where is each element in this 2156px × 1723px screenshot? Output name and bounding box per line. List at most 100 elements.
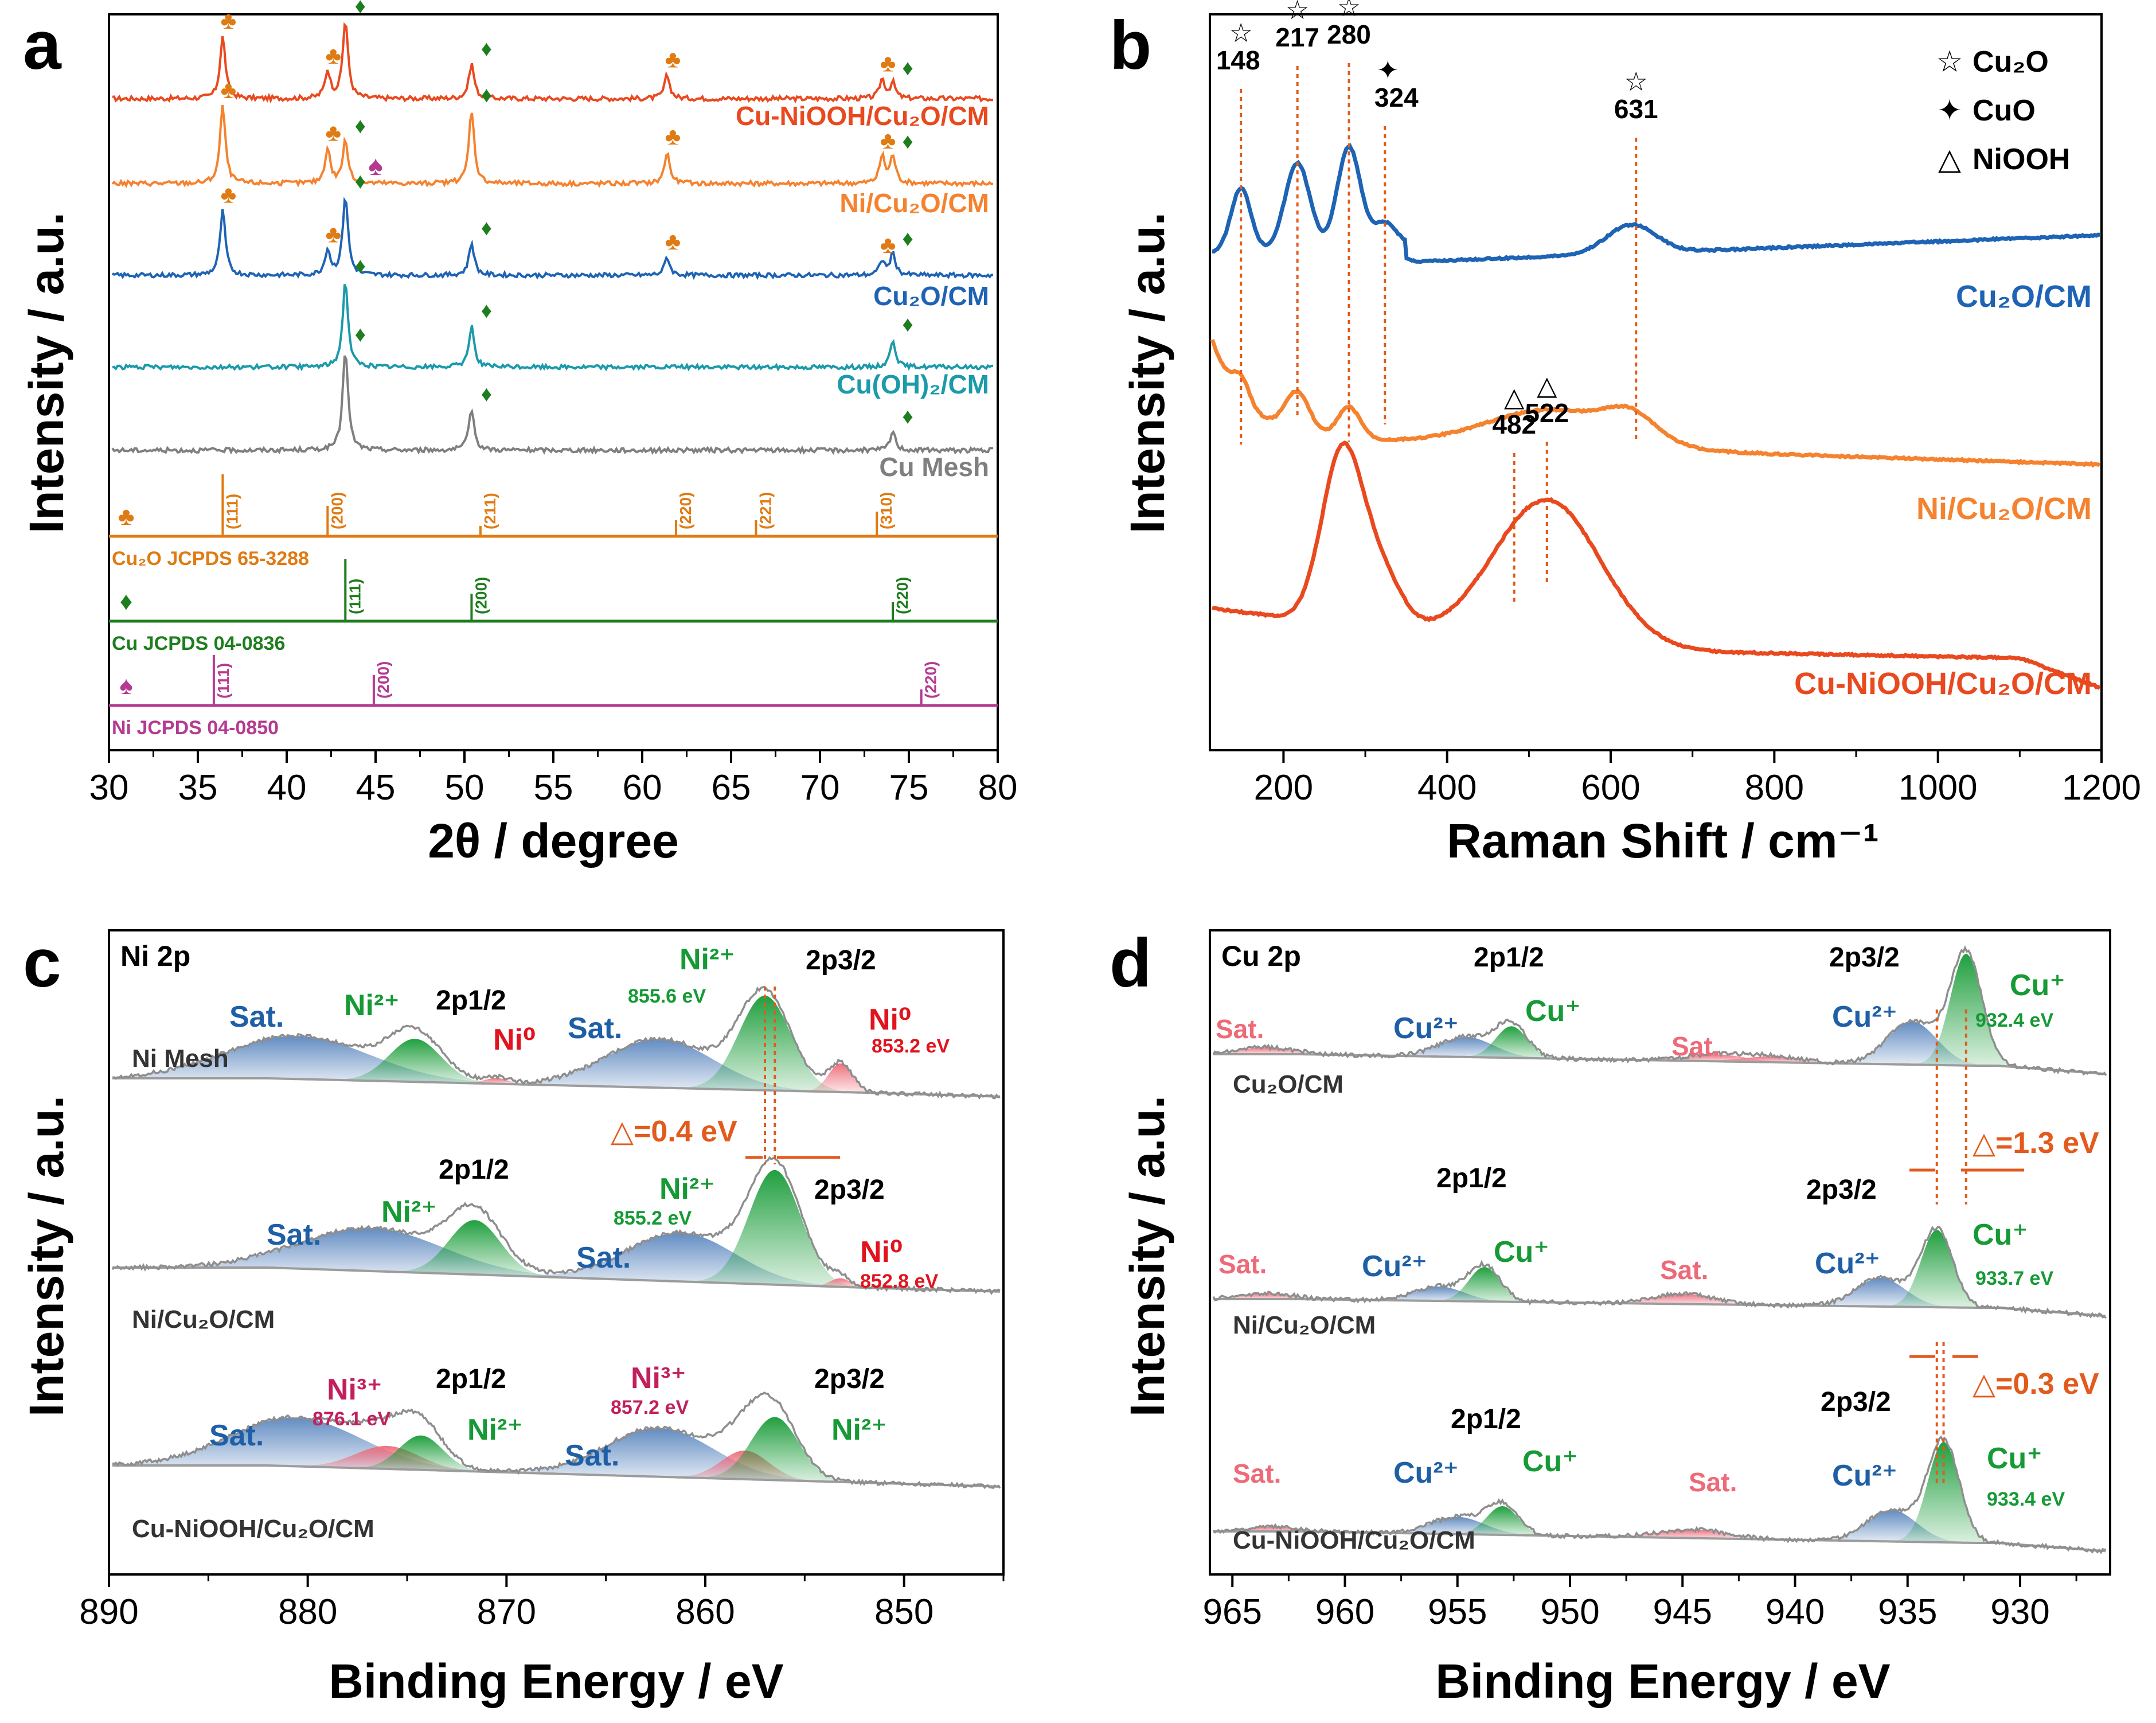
plot-frame — [108, 929, 1005, 1576]
xps-envelope-line — [112, 986, 1001, 1100]
panel-label-d: d — [1110, 925, 1151, 1001]
raman-series-label: Cu-NiOOH/Cu₂O/CM — [1794, 666, 2092, 701]
panel-label-a: a — [23, 7, 62, 84]
x-tick-label: 200 — [1254, 768, 1313, 808]
peak-symbol-icon: ✦ — [1377, 55, 1399, 85]
xps-component-fill — [702, 1417, 846, 1483]
reference-marker-icon: ♠ — [119, 672, 132, 700]
xps-component-fill — [1612, 1293, 1752, 1305]
reference-hkl: (200) — [374, 661, 392, 699]
xps-peak-label: Ni³⁺ — [327, 1373, 382, 1406]
x-tick-label: 70 — [800, 768, 840, 808]
cu-marker-icon: ♦ — [481, 37, 492, 61]
x-tick-label: 880 — [278, 1592, 337, 1632]
legend-symbol-icon: ✦ — [1937, 94, 1962, 127]
panel-c-axes: 890 880 870 860 850 — [79, 929, 1005, 1632]
xps-peak-label: Cu⁺ — [1522, 1445, 1578, 1478]
peak-value-label: 217 — [1275, 22, 1319, 52]
xps-title-d: Cu 2p — [1221, 940, 1301, 972]
peak-symbol-icon: ☆ — [1286, 0, 1309, 25]
xrd-series-label: Cu₂O/CM — [873, 281, 989, 311]
x-axis-title-d: Binding Energy / eV — [1435, 1654, 1890, 1708]
x-tick-label: 965 — [1203, 1592, 1262, 1632]
x-tick-label: 930 — [1990, 1592, 2049, 1632]
cu-marker-icon: ♦ — [355, 254, 366, 278]
xps-peak-label: 933.7 eV — [1975, 1268, 2053, 1289]
xrd-series-line — [112, 284, 994, 372]
xrd-series-line — [112, 22, 993, 104]
reference-hkl: (200) — [472, 577, 490, 614]
xps-peak-label: Sat. — [229, 1000, 284, 1034]
x-tick-label: 800 — [1745, 768, 1804, 808]
xps-peak-label: 2p3/2 — [1829, 942, 1900, 973]
x-tick-label: 80 — [978, 768, 1018, 808]
xps-peak-label: 855.2 eV — [614, 1207, 692, 1229]
xps-background-line — [112, 1266, 1001, 1293]
xps-peak-label: Sat. — [568, 1012, 622, 1045]
y-axis-title-a: Intensity / a.u. — [19, 212, 73, 533]
x-axis-title-c: Binding Energy / eV — [329, 1654, 783, 1708]
peak-value-label: 522 — [1525, 398, 1569, 428]
xps-component-fill — [1440, 1267, 1528, 1303]
cu-marker-icon: ♦ — [902, 56, 913, 80]
xps-peak-label: 2p1/2 — [439, 1155, 509, 1185]
xps-peak-label: Sat. — [565, 1439, 619, 1472]
xps-peak-label: Ni²⁺ — [679, 943, 735, 976]
xps-peak-label: Sat. — [1218, 1249, 1267, 1279]
reference-hkl: (220) — [677, 492, 694, 529]
x-axis-title-a: 2θ / degree — [428, 814, 679, 868]
xps-peak-label: 2p1/2 — [1436, 1163, 1507, 1194]
xps-peak-label: Cu²⁺ — [1362, 1250, 1427, 1283]
xps-peak-label: 2p1/2 — [436, 1364, 506, 1394]
cu2o-marker-icon: ♣ — [665, 123, 681, 150]
peak-symbol-icon: ☆ — [1229, 18, 1253, 48]
reference-name: Cu₂O JCPDS 65-3288 — [112, 548, 309, 570]
raman-series-label: Ni/Cu₂O/CM — [1916, 492, 2092, 526]
cu-marker-icon: ♦ — [481, 383, 492, 407]
cu2o-marker-icon: ♣ — [326, 119, 342, 146]
xps-peak-label: 2p1/2 — [1451, 1404, 1521, 1434]
xps-peak-label: Cu⁺ — [2010, 969, 2065, 1002]
x-tick-label: 850 — [874, 1592, 934, 1632]
xps-envelope-line — [112, 1391, 1001, 1490]
reference-hkl: (211) — [481, 493, 499, 529]
cu-marker-icon: ♦ — [902, 130, 913, 154]
xps-component-fill — [1459, 1506, 1546, 1536]
xps-peak-label: Cu⁺ — [1987, 1442, 2042, 1475]
legend-symbol-icon: ☆ — [1936, 45, 1963, 79]
reference-marker-icon: ♣ — [118, 502, 135, 531]
x-tick-label: 65 — [712, 768, 751, 808]
raman-series-line — [1210, 339, 2101, 468]
cu2o-marker-icon: ♣ — [326, 42, 342, 69]
cu-marker-icon: ♦ — [902, 405, 913, 429]
x-tick-label: 35 — [178, 768, 218, 808]
xps-sample-name: Cu-NiOOH/Cu₂O/CM — [132, 1515, 374, 1543]
ni-marker-icon: ♠ — [368, 151, 383, 181]
xps-envelope-line — [1212, 1225, 2107, 1319]
plot-frame — [1209, 929, 2111, 1576]
shift-annotation: △=1.3 eV — [1973, 1126, 2099, 1160]
xps-peak-label: Ni²⁺ — [344, 989, 400, 1022]
xps-peak-label: 2p1/2 — [1474, 942, 1544, 973]
y-axis-title-b: Intensity / a.u. — [1120, 212, 1174, 533]
cu-marker-icon: ♦ — [355, 114, 366, 138]
cu-marker-icon: ♦ — [355, 170, 366, 194]
cu-marker-icon: ♦ — [481, 216, 492, 240]
xps-peak-label: Sat. — [1660, 1255, 1708, 1285]
xps-peak-label: Ni²⁺ — [831, 1413, 887, 1447]
x-tick-label: 960 — [1315, 1592, 1374, 1632]
reference-hkl: (221) — [756, 492, 774, 529]
xps-sample-name: Ni/Cu₂O/CM — [132, 1305, 275, 1334]
raman-series-line — [1211, 441, 2102, 690]
xps-peak-label: Ni⁰ — [493, 1023, 536, 1057]
x-tick-label: 45 — [356, 768, 396, 808]
xps-peak-label: 857.2 eV — [611, 1397, 689, 1418]
xps-peak-label: Sat. — [1216, 1014, 1264, 1044]
xps-peak-label: 2p3/2 — [806, 945, 876, 976]
xps-peak-label: Sat. — [267, 1218, 321, 1252]
xps-component-fill — [819, 1278, 862, 1288]
xps-peak-label: Cu⁺ — [1973, 1218, 2028, 1252]
xps-peak-label: Cu²⁺ — [1393, 1456, 1459, 1490]
reference-hkl: (111) — [214, 663, 232, 699]
x-tick-label: 1200 — [2062, 768, 2141, 808]
